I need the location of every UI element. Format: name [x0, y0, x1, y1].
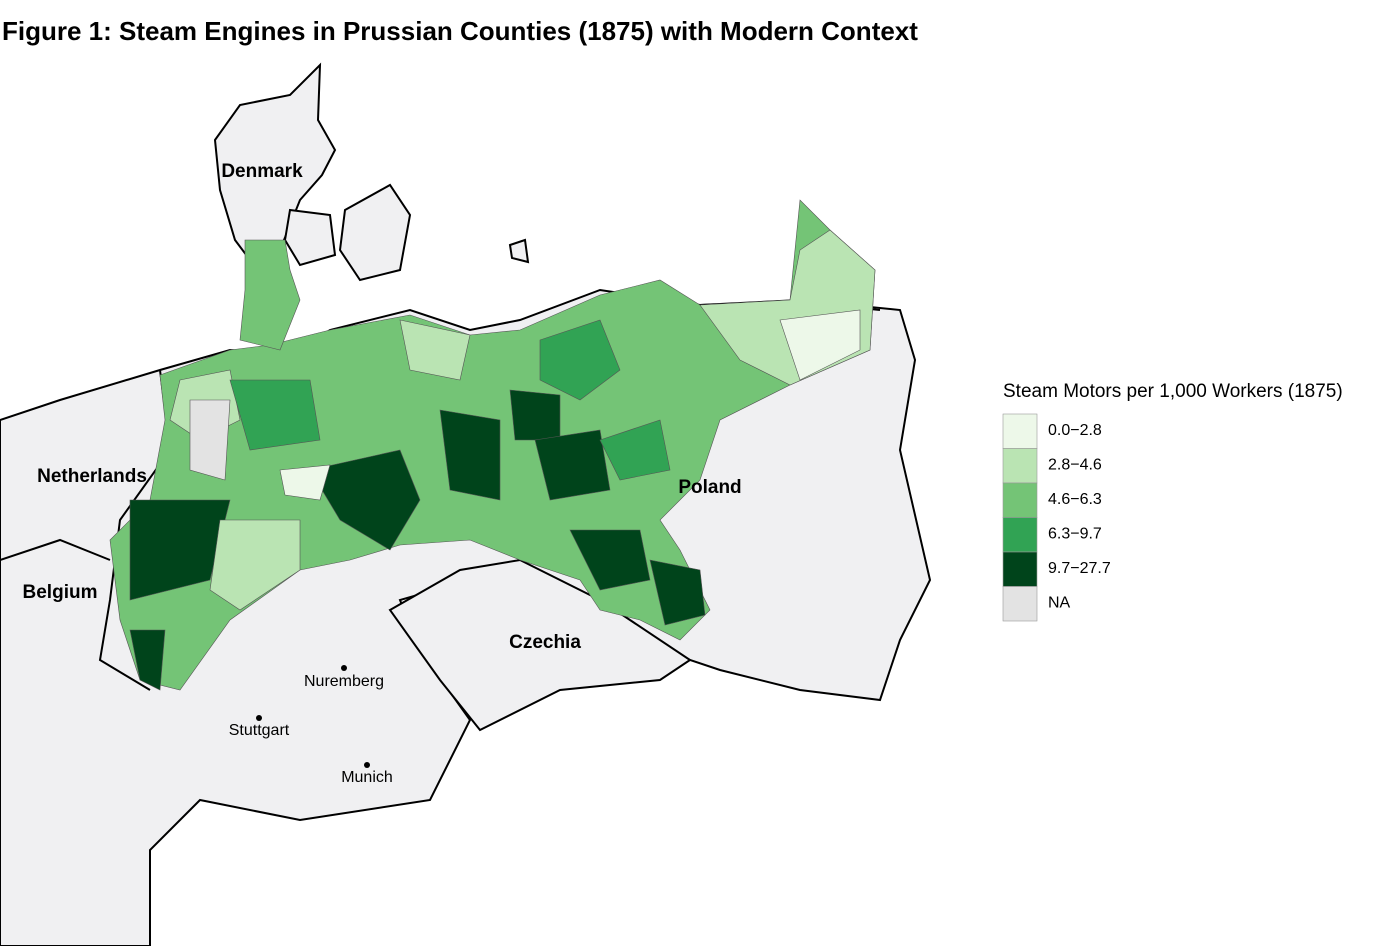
- legend-label: 2.8−4.6: [1048, 457, 1102, 474]
- county-area: [279, 464, 331, 501]
- county-area: [599, 419, 671, 481]
- county-area: [229, 379, 321, 451]
- legend-swatch: [1002, 517, 1038, 553]
- county-area: [569, 529, 651, 591]
- bornholm: [508, 238, 530, 264]
- country-label: Netherlands: [37, 466, 147, 487]
- city-label: Stuttgart: [229, 722, 290, 739]
- city-dot: [256, 715, 262, 721]
- czechia: [388, 558, 692, 732]
- county-area: [189, 399, 231, 481]
- county-area: [129, 499, 231, 601]
- city-dot: [364, 762, 370, 768]
- denmark: [213, 62, 337, 262]
- legend-label: 0.0−2.8: [1048, 422, 1102, 439]
- county-area: [309, 449, 421, 551]
- county-area: [129, 629, 166, 691]
- legend: Steam Motors per 1,000 Workers (1875) 0.…: [1002, 381, 1343, 622]
- city-dot: [341, 665, 347, 671]
- figure-title: Figure 1: Steam Engines in Prussian Coun…: [2, 16, 918, 46]
- legend-swatch: [1002, 413, 1038, 449]
- county-area: [439, 409, 501, 501]
- country-label: Poland: [678, 477, 741, 498]
- city-label: Munich: [341, 769, 393, 786]
- county-area: [239, 239, 301, 351]
- countries: Denmark Netherlands Belgium Poland Czech…: [23, 161, 742, 653]
- county-area: [779, 309, 861, 381]
- sweden-tip: [338, 183, 412, 282]
- legend-swatch: [1002, 551, 1038, 587]
- legend-label: 4.6−6.3: [1048, 491, 1102, 508]
- legend-label: NA: [1048, 595, 1071, 612]
- county-area: [534, 429, 611, 501]
- country-label: Belgium: [23, 582, 98, 603]
- county-area: [539, 319, 621, 401]
- city-label: Nuremberg: [304, 673, 384, 690]
- county-area: [209, 519, 301, 611]
- legend-label: 9.7−27.7: [1048, 560, 1111, 577]
- legend-label: 6.3−9.7: [1048, 526, 1102, 543]
- legend-title: Steam Motors per 1,000 Workers (1875): [1003, 381, 1343, 402]
- legend-swatch: [1002, 482, 1038, 518]
- prussia-counties: [109, 199, 876, 691]
- cities: Nuremberg Stuttgart Munich: [229, 665, 393, 786]
- legend-swatch: [1002, 448, 1038, 484]
- county-area: [399, 319, 471, 381]
- county-area: [649, 559, 706, 626]
- country-label: Czechia: [509, 632, 581, 653]
- country-label: Denmark: [221, 161, 303, 182]
- zealand: [283, 208, 337, 267]
- legend-swatch: [1002, 586, 1038, 622]
- border-belgium: [0, 538, 111, 561]
- county-area: [509, 389, 561, 441]
